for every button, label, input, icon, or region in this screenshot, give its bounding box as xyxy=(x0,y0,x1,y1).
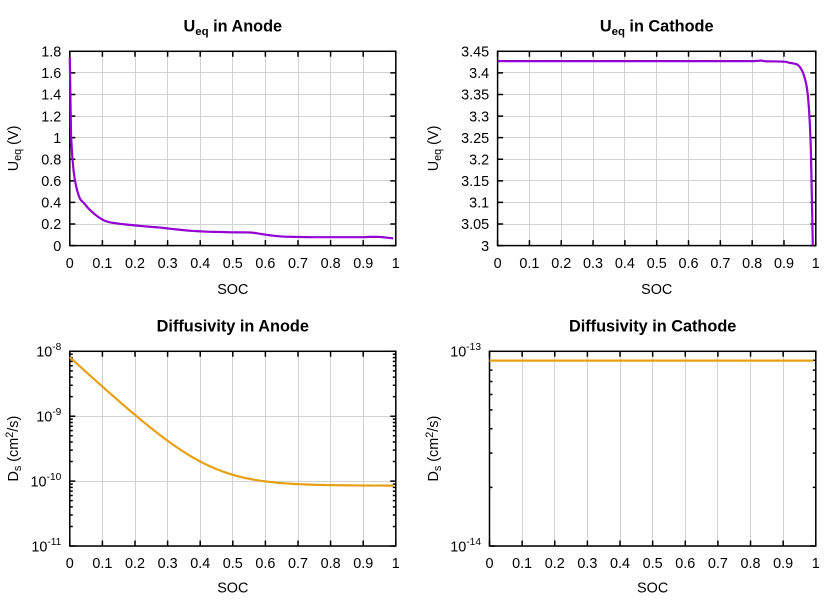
svg-text:0.6: 0.6 xyxy=(255,256,275,272)
svg-text:0: 0 xyxy=(485,556,493,572)
svg-text:3.1: 3.1 xyxy=(469,196,489,212)
svg-text:0.7: 0.7 xyxy=(710,256,730,272)
svg-text:Ds (cm2/s): Ds (cm2/s) xyxy=(4,416,24,482)
svg-text:SOC: SOC xyxy=(637,581,668,597)
svg-text:Ds (cm2/s): Ds (cm2/s) xyxy=(424,416,444,482)
svg-text:SOC: SOC xyxy=(217,282,248,298)
svg-text:SOC: SOC xyxy=(641,282,672,298)
svg-text:0.1: 0.1 xyxy=(512,556,532,572)
svg-text:0.2: 0.2 xyxy=(545,556,565,572)
svg-text:0.4: 0.4 xyxy=(615,256,635,272)
svg-text:0.4: 0.4 xyxy=(190,256,210,272)
svg-text:0.1: 0.1 xyxy=(92,256,112,272)
svg-text:0.2: 0.2 xyxy=(125,556,145,572)
svg-text:3.35: 3.35 xyxy=(461,88,489,104)
svg-text:1.8: 1.8 xyxy=(41,45,61,61)
svg-text:0.2: 0.2 xyxy=(125,256,145,272)
svg-text:1: 1 xyxy=(53,131,61,147)
svg-text:0.9: 0.9 xyxy=(353,256,373,272)
svg-text:0.6: 0.6 xyxy=(41,174,61,190)
svg-text:0.6: 0.6 xyxy=(255,556,275,572)
svg-text:0.5: 0.5 xyxy=(223,256,243,272)
svg-text:3.25: 3.25 xyxy=(461,131,489,147)
svg-text:0: 0 xyxy=(53,239,61,255)
svg-text:1.4: 1.4 xyxy=(41,88,61,104)
svg-text:Diffusivity in Cathode: Diffusivity in Cathode xyxy=(569,317,736,335)
svg-text:0: 0 xyxy=(494,256,502,272)
svg-text:SOC: SOC xyxy=(217,581,248,597)
svg-text:3.15: 3.15 xyxy=(461,174,489,190)
svg-text:0.7: 0.7 xyxy=(288,556,308,572)
svg-text:Ueq​ in Anode: Ueq​ in Anode xyxy=(183,17,282,38)
svg-text:0.3: 0.3 xyxy=(577,556,597,572)
svg-text:1: 1 xyxy=(392,256,400,272)
svg-text:0.3: 0.3 xyxy=(158,556,178,572)
svg-text:0.1: 0.1 xyxy=(92,556,112,572)
svg-text:Ueq (V): Ueq (V) xyxy=(426,126,444,172)
svg-text:0.3: 0.3 xyxy=(158,256,178,272)
svg-text:0.8: 0.8 xyxy=(742,256,762,272)
svg-text:0.8: 0.8 xyxy=(321,256,341,272)
svg-text:1.6: 1.6 xyxy=(41,66,61,82)
svg-text:0.2: 0.2 xyxy=(551,256,571,272)
svg-text:3.4: 3.4 xyxy=(469,66,489,82)
svg-text:0.6: 0.6 xyxy=(675,556,695,572)
svg-text:0.1: 0.1 xyxy=(519,256,539,272)
svg-text:0.4: 0.4 xyxy=(610,556,630,572)
svg-text:1: 1 xyxy=(392,556,400,572)
svg-text:Ueq (V): Ueq (V) xyxy=(6,126,24,172)
svg-text:Diffusivity in Anode: Diffusivity in Anode xyxy=(157,317,309,335)
svg-text:0.8: 0.8 xyxy=(41,152,61,168)
svg-text:0.5: 0.5 xyxy=(643,556,663,572)
svg-text:0.6: 0.6 xyxy=(679,256,699,272)
svg-text:3.45: 3.45 xyxy=(461,45,489,61)
svg-text:3.2: 3.2 xyxy=(469,152,489,168)
svg-text:3.3: 3.3 xyxy=(469,109,489,125)
svg-text:Ueq​ in Cathode: Ueq​ in Cathode xyxy=(600,17,714,38)
svg-text:1: 1 xyxy=(812,556,820,572)
svg-text:0.2: 0.2 xyxy=(41,217,61,233)
svg-text:0.5: 0.5 xyxy=(647,256,667,272)
svg-text:0.8: 0.8 xyxy=(741,556,761,572)
svg-text:3: 3 xyxy=(481,239,489,255)
svg-text:0.3: 0.3 xyxy=(583,256,603,272)
svg-text:1.2: 1.2 xyxy=(41,109,61,125)
svg-text:0.7: 0.7 xyxy=(708,556,728,572)
svg-text:0: 0 xyxy=(66,556,74,572)
svg-text:0.9: 0.9 xyxy=(773,556,793,572)
svg-text:0.5: 0.5 xyxy=(223,556,243,572)
svg-text:0.7: 0.7 xyxy=(288,256,308,272)
svg-text:0.4: 0.4 xyxy=(190,556,210,572)
svg-text:1: 1 xyxy=(812,256,820,272)
svg-text:0.4: 0.4 xyxy=(41,196,61,212)
svg-text:0.9: 0.9 xyxy=(353,556,373,572)
svg-text:0: 0 xyxy=(66,256,74,272)
svg-text:0.8: 0.8 xyxy=(321,556,341,572)
svg-text:0.9: 0.9 xyxy=(774,256,794,272)
svg-text:3.05: 3.05 xyxy=(461,217,489,233)
